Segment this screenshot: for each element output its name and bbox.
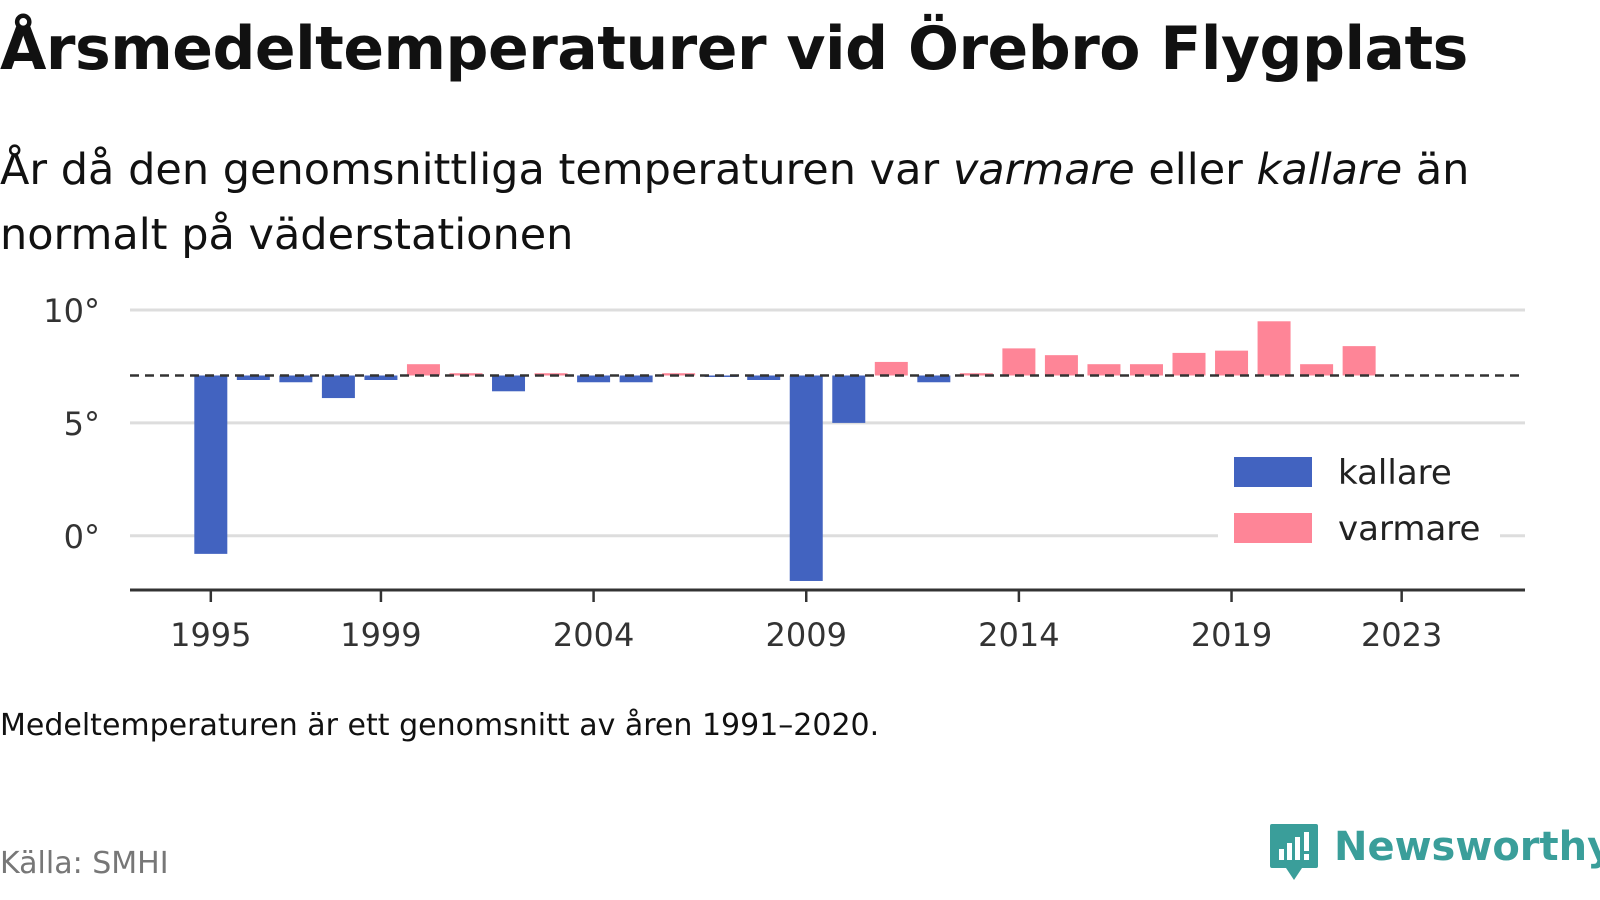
bar-varmare xyxy=(1002,348,1036,376)
bar-varmare xyxy=(1215,350,1249,376)
bar-kallare xyxy=(364,375,398,380)
subtitle-part-1: År då den genomsnittliga temperaturen va… xyxy=(0,145,953,195)
y-axis-ticks: 0° 5° 10° xyxy=(43,292,100,556)
bar-varmare xyxy=(1300,364,1334,376)
x-tick-label: 1999 xyxy=(340,616,421,654)
subtitle-part-2: eller xyxy=(1134,145,1257,195)
legend-swatch-varmare xyxy=(1234,513,1312,543)
bar-chart: 1995 1999 2004 2009 2014 2019 2023 0° 5° 10° kal… xyxy=(43,292,1525,654)
x-axis-ticks: 1995 1999 2004 2009 2014 2019 2023 xyxy=(170,590,1442,654)
brand-name: Newsworthy xyxy=(1334,824,1600,870)
bar-kallare xyxy=(194,375,228,554)
footnote: Medeltemperaturen är ett genomsnitt av å… xyxy=(0,708,880,743)
y-tick-label: 5° xyxy=(64,405,100,443)
x-tick-label: 2023 xyxy=(1361,616,1442,654)
bar-varmare xyxy=(1044,355,1078,376)
bar-kallare xyxy=(747,375,781,380)
bar-kallare xyxy=(832,375,866,423)
bar-varmare xyxy=(1342,346,1376,376)
bar-kallare xyxy=(492,375,526,392)
bar-varmare xyxy=(1257,321,1291,376)
bars xyxy=(194,321,1376,581)
source-text: Källa: SMHI xyxy=(0,846,169,881)
bar-varmare xyxy=(1087,364,1121,376)
legend-label-varmare: varmare xyxy=(1338,509,1480,549)
subtitle-part-3: än normalt på väderstationen xyxy=(0,145,1470,260)
x-tick-label: 2004 xyxy=(553,616,634,654)
bar-kallare xyxy=(577,375,611,383)
bar-kallare xyxy=(619,375,653,383)
brand-logo[interactable]: Newsworthy xyxy=(1268,822,1600,884)
x-tick-label: 1995 xyxy=(170,616,251,654)
bar-kallare xyxy=(917,375,951,383)
bar-kallare xyxy=(789,375,823,581)
bar-kallare xyxy=(279,375,313,383)
bar-varmare xyxy=(1172,352,1206,376)
legend: kallare varmare xyxy=(1218,445,1500,557)
subtitle-warm-word: varmare xyxy=(952,145,1135,195)
bar-varmare xyxy=(1129,364,1163,376)
subtitle-cold-word: kallare xyxy=(1256,145,1403,195)
newsworthy-logo-icon xyxy=(1270,824,1318,880)
x-tick-label: 2019 xyxy=(1191,616,1272,654)
bar-varmare xyxy=(406,364,440,376)
chart-subtitle: År då den genomsnittliga temperaturen va… xyxy=(0,138,1560,268)
bar-kallare xyxy=(321,375,355,399)
x-tick-label: 2014 xyxy=(978,616,1059,654)
chart-title: Årsmedeltemperaturer vid Örebro Flygplat… xyxy=(0,14,1468,84)
bar-varmare xyxy=(874,361,908,376)
legend-label-kallare: kallare xyxy=(1338,453,1452,493)
y-tick-label: 0° xyxy=(64,518,100,556)
bar-kallare xyxy=(236,375,270,380)
x-tick-label: 2009 xyxy=(766,616,847,654)
legend-swatch-kallare xyxy=(1234,457,1312,487)
y-tick-label: 10° xyxy=(43,292,100,330)
